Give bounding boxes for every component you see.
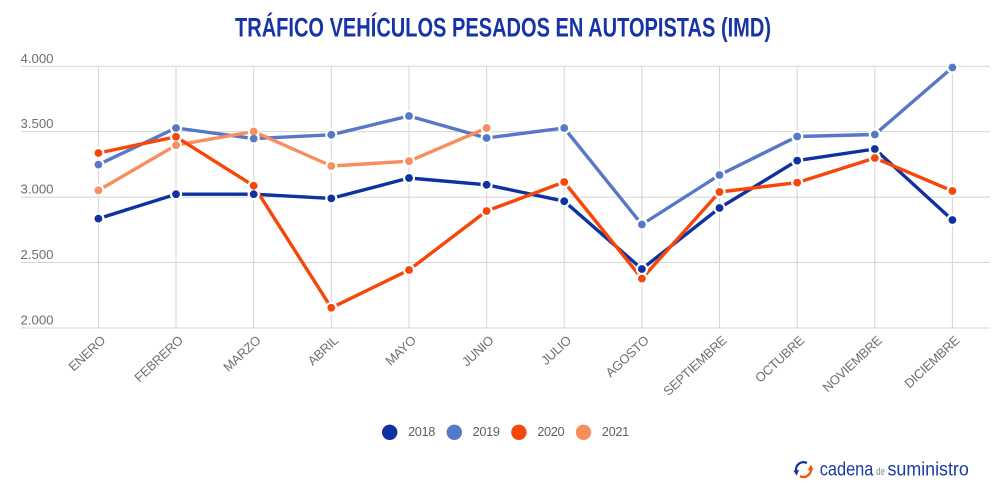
svg-text:2021: 2021: [602, 424, 629, 439]
svg-text:2019: 2019: [473, 424, 500, 439]
svg-text:2020: 2020: [537, 424, 564, 439]
svg-text:3.500: 3.500: [20, 116, 53, 131]
svg-text:cadena: cadena: [820, 458, 874, 480]
svg-text:3.000: 3.000: [20, 182, 53, 197]
svg-text:4.000: 4.000: [20, 51, 53, 66]
svg-text:suministro: suministro: [888, 458, 969, 480]
svg-text:2.500: 2.500: [20, 247, 53, 262]
svg-text:TRÁFICO VEHÍCULOS PESADOS EN A: TRÁFICO VEHÍCULOS PESADOS EN AUTOPISTAS …: [235, 12, 771, 43]
svg-text:de: de: [876, 466, 885, 478]
svg-text:2018: 2018: [408, 424, 435, 439]
svg-text:2.000: 2.000: [20, 313, 53, 328]
